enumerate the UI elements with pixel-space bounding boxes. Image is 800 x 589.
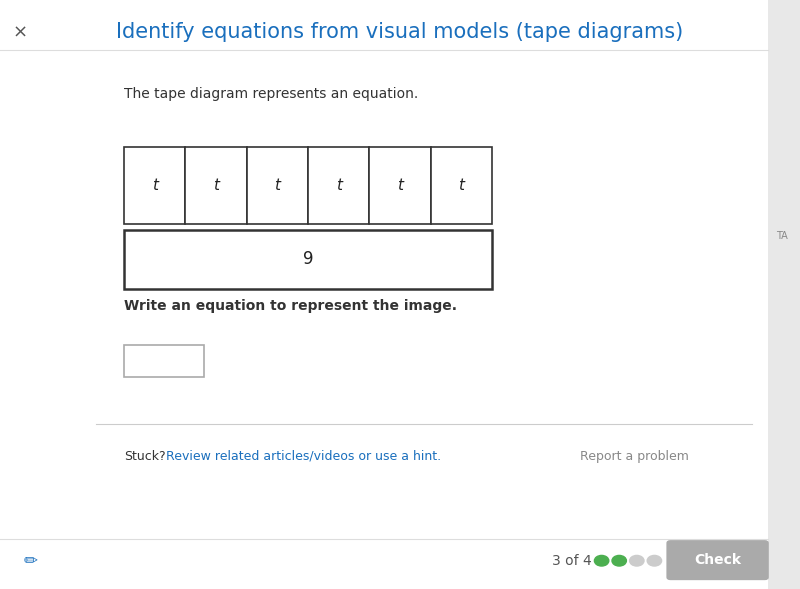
Bar xyxy=(768,0,800,589)
Text: ✏: ✏ xyxy=(23,552,38,570)
Bar xyxy=(246,147,308,224)
FancyBboxPatch shape xyxy=(666,540,769,580)
Text: t: t xyxy=(336,178,342,193)
Text: t: t xyxy=(458,178,464,193)
Text: t: t xyxy=(152,178,158,193)
Bar xyxy=(430,147,492,224)
Circle shape xyxy=(594,555,609,566)
Text: Check: Check xyxy=(694,553,741,567)
Text: The tape diagram represents an equation.: The tape diagram represents an equation. xyxy=(124,87,418,101)
Circle shape xyxy=(647,555,662,566)
Bar xyxy=(124,345,204,377)
Text: 3 of 4: 3 of 4 xyxy=(552,554,592,568)
Bar xyxy=(186,147,246,224)
Text: Identify equations from visual models (tape diagrams): Identify equations from visual models (t… xyxy=(116,22,684,42)
Bar xyxy=(308,147,370,224)
Bar xyxy=(124,230,492,289)
Circle shape xyxy=(612,555,626,566)
Text: t: t xyxy=(397,178,403,193)
Text: Write an equation to represent the image.: Write an equation to represent the image… xyxy=(124,299,457,313)
Text: ×: × xyxy=(13,24,27,41)
Text: 9: 9 xyxy=(302,250,314,268)
Text: t: t xyxy=(213,178,219,193)
Text: Review related articles/videos or use a hint.: Review related articles/videos or use a … xyxy=(166,450,441,463)
Circle shape xyxy=(630,555,644,566)
Text: Stuck?: Stuck? xyxy=(124,450,166,463)
Text: Report a problem: Report a problem xyxy=(580,450,689,463)
Bar xyxy=(124,147,186,224)
Bar xyxy=(370,147,430,224)
Text: TA: TA xyxy=(777,231,788,240)
Text: t: t xyxy=(274,178,280,193)
